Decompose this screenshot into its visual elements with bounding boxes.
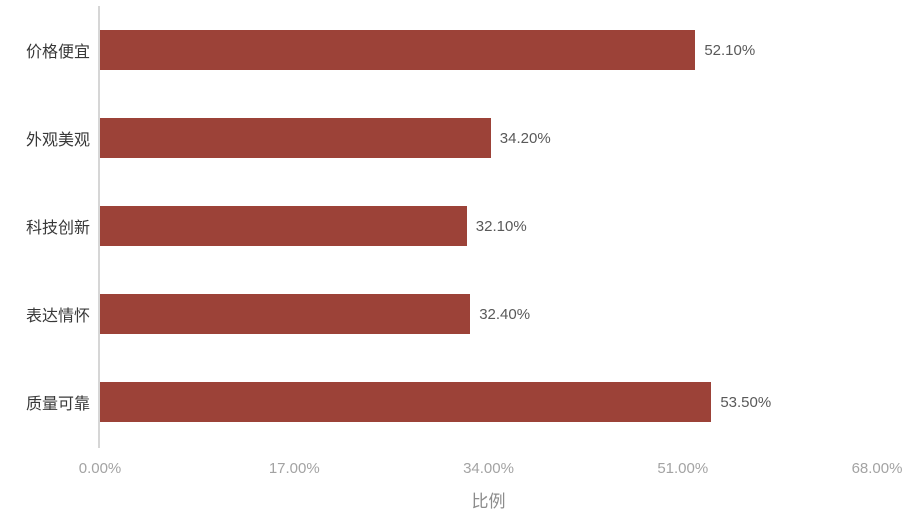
category-labels: 价格便宜外观美观科技创新表达情怀质量可靠 xyxy=(0,6,98,448)
x-tick-label: 68.00% xyxy=(851,460,903,477)
category-label: 表达情怀 xyxy=(25,308,90,325)
x-axis-title: 比例 xyxy=(471,492,506,511)
bar-row: 32.10% xyxy=(100,182,877,270)
bar-row: 34.20% xyxy=(100,94,877,182)
x-axis-ticks: 0.00% 17.00% 34.00% 51.00% 68.00% xyxy=(79,460,903,480)
chart-body: 价格便宜外观美观科技创新表达情怀质量可靠 52.10% 34.20% 32.10% 3… xyxy=(0,6,877,448)
bar-value-label: 53.50% xyxy=(720,393,772,411)
category-label: 科技创新 xyxy=(25,220,90,237)
x-tick-label: 0.00% xyxy=(78,460,122,477)
bar-value-label: 34.20% xyxy=(499,129,551,147)
category-label: 质量可靠 xyxy=(25,396,90,413)
plot-area: 52.10% 34.20% 32.10% 32.40% 53.50% xyxy=(98,6,877,448)
bar xyxy=(100,206,467,246)
bar xyxy=(100,118,491,158)
x-tick-label: 34.00% xyxy=(463,460,514,477)
bar-value-label: 32.40% xyxy=(479,305,531,323)
bar xyxy=(100,294,471,334)
bar-row: 52.10% xyxy=(100,6,877,94)
bar xyxy=(100,30,696,70)
bar-row: 32.40% xyxy=(100,270,877,358)
x-tick-label: 17.00% xyxy=(268,460,320,477)
bar xyxy=(100,382,712,422)
bar-row: 53.50% xyxy=(100,358,877,446)
category-label: 价格便宜 xyxy=(25,44,90,61)
bar-value-label: 52.10% xyxy=(704,41,756,59)
bar-value-label: 32.10% xyxy=(475,217,527,235)
x-tick-label: 51.00% xyxy=(657,460,709,477)
category-label: 外观美观 xyxy=(25,132,90,149)
